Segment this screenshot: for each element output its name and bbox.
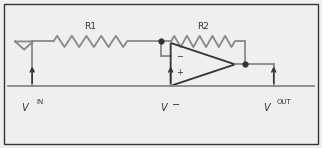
Text: R1: R1 bbox=[84, 22, 96, 31]
Text: −: − bbox=[172, 100, 180, 110]
Text: $V$: $V$ bbox=[263, 101, 272, 113]
Text: OUT: OUT bbox=[276, 99, 291, 105]
Text: $V$: $V$ bbox=[160, 101, 169, 113]
Text: +: + bbox=[176, 68, 183, 77]
Text: R2: R2 bbox=[197, 22, 209, 31]
Text: $V$: $V$ bbox=[21, 101, 31, 113]
Text: IN: IN bbox=[36, 99, 43, 105]
Text: −: − bbox=[176, 52, 184, 61]
